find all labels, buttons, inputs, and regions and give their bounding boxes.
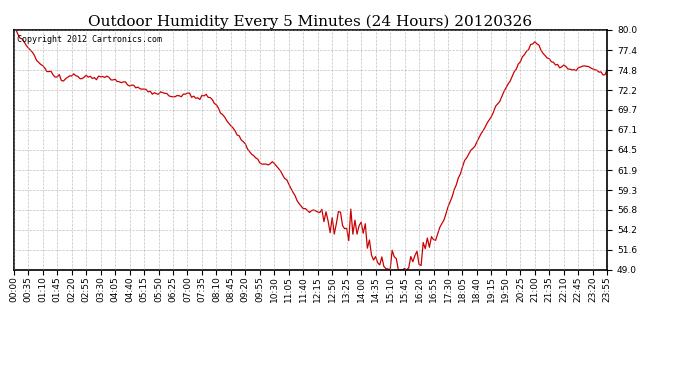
Text: Copyright 2012 Cartronics.com: Copyright 2012 Cartronics.com	[17, 35, 161, 44]
Title: Outdoor Humidity Every 5 Minutes (24 Hours) 20120326: Outdoor Humidity Every 5 Minutes (24 Hou…	[88, 15, 533, 29]
